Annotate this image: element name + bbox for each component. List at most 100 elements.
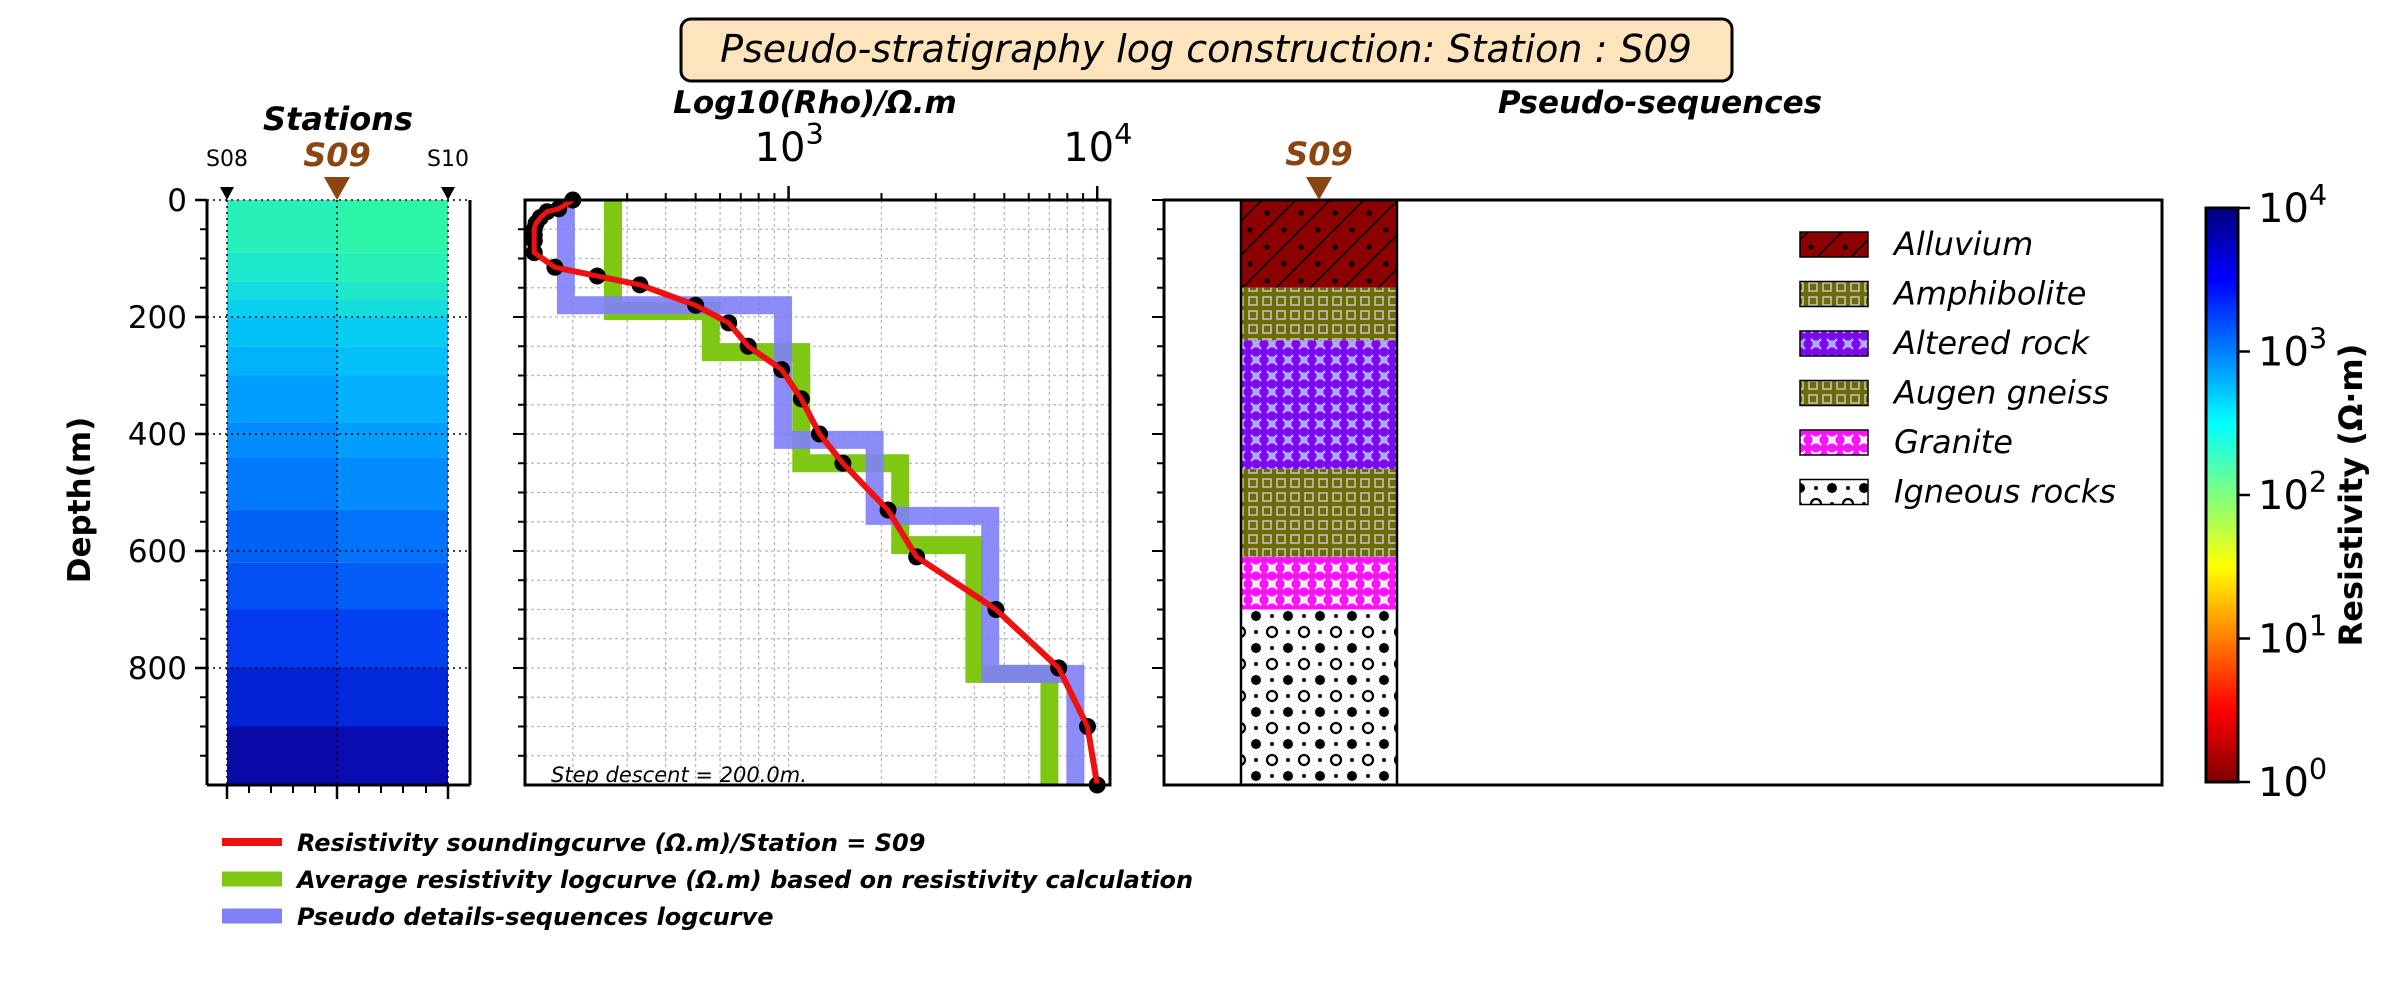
sequence-legend: Alluvium Amphibolite Altered rock Augen gne… <box>1799 225 2116 511</box>
sequence-station-label: S09 <box>1285 135 1353 173</box>
curves-frame <box>523 198 1112 787</box>
station-layer-right <box>337 457 448 511</box>
sequence-unit <box>1241 609 1397 785</box>
station-layer-left <box>227 668 337 727</box>
figure-title-text: Pseudo-stratigraphy log construction: St… <box>720 27 1692 71</box>
colorbar-tick-label: 101 <box>2258 609 2327 663</box>
curves-x-tick-label-base: 10 <box>755 125 806 171</box>
station-layer-left <box>227 252 337 282</box>
station-layer-right <box>337 252 448 282</box>
station-marker <box>441 187 455 200</box>
station-layers <box>207 199 470 785</box>
colorbar-tick-label: 102 <box>2258 465 2327 519</box>
legend-label: Amphibolite <box>1892 275 2086 313</box>
step-descent-annotation: Step descent = 200.0m. <box>551 763 807 787</box>
curves-x-tick-label: 103 <box>755 117 824 171</box>
stations-panel: Stations Depth(m) 0 200 400 600 800 S08 S09 S10 <box>62 100 472 799</box>
station-layer-left <box>227 457 337 511</box>
station-layer-right <box>337 346 448 376</box>
station-layer-right <box>337 299 448 317</box>
depth-tick-label: 0 <box>167 183 187 219</box>
sequence-station-marker <box>1306 177 1332 200</box>
depth-tick-label: 200 <box>128 300 187 336</box>
station-layer-right <box>337 375 448 423</box>
colorbar-tick-label-base: 10 <box>2258 330 2309 376</box>
legend-swatch <box>1799 379 1869 407</box>
legend-swatch <box>1799 330 1869 357</box>
station-layer-left <box>227 317 337 347</box>
colorbar-tick-label-base: 10 <box>2258 760 2309 806</box>
station-layer-left <box>227 200 337 253</box>
station-layer-left <box>227 562 337 610</box>
station-layer-left <box>227 281 337 300</box>
sequence-column <box>1239 198 1399 787</box>
station-label: S08 <box>206 147 248 172</box>
colorbar-gradient <box>2204 206 2240 784</box>
pseudo-sequences-title: Pseudo-sequences <box>1498 85 1822 121</box>
depth-tick-label: 600 <box>128 534 187 570</box>
colorbar-tick-label-exponent: 3 <box>2309 322 2327 356</box>
colorbar-tick-label: 100 <box>2258 752 2327 806</box>
colorbar-tick-label-exponent: 0 <box>2309 752 2327 786</box>
station-layer-right <box>337 422 448 458</box>
colorbar-tick-label: 104 <box>2258 178 2327 232</box>
station-layer-left <box>227 726 337 785</box>
station-axes: 0 200 400 600 800 S08 S09 S10 <box>128 136 472 799</box>
station-layer-right <box>337 562 448 610</box>
station-layer-left <box>227 375 337 423</box>
legend-label: Altered rock <box>1892 324 2091 362</box>
selected-station-label: S09 <box>303 136 371 174</box>
station-layer-right <box>337 281 448 300</box>
pseudo-sequences-logcurve <box>556 200 1085 785</box>
curves-x-tick-label-base: 10 <box>1063 125 1114 171</box>
stations-panel-title: Stations <box>263 100 413 138</box>
sequence-axes: S09 <box>1152 135 2164 787</box>
station-layer-right <box>337 609 448 668</box>
station-layer-left <box>227 609 337 668</box>
station-layer-left <box>227 422 337 458</box>
colorbar-tick-label-exponent: 2 <box>2309 465 2327 499</box>
pseudo-sequences-panel: Pseudo-sequences S09 Alluvium Amphibolite… <box>1152 85 2164 787</box>
colorbar-tick-label-base: 10 <box>2258 186 2309 232</box>
depth-tick-label: 400 <box>128 417 187 453</box>
curves-x-tick-label-exponent: 4 <box>1114 117 1132 151</box>
curves-legend: Resistivity soundingcurve (Ω.m)/Station … <box>222 829 1193 931</box>
legend-entry: Average resistivity logcurve (Ω.m) based… <box>295 866 1193 894</box>
station-layer-right <box>337 668 448 727</box>
station-layer-left <box>227 510 337 563</box>
log-curves-panel: Log10(Rho)/Ω.m 103 104 Step descent = 200… <box>513 85 1132 794</box>
colorbar-tick-label: 103 <box>2258 322 2327 376</box>
legend-entry: Resistivity soundingcurve (Ω.m)/Station … <box>297 829 925 857</box>
colorbar-tick-label-exponent: 4 <box>2309 178 2327 212</box>
curves-x-tick-label: 104 <box>1063 117 1132 171</box>
legend-label: Alluvium <box>1892 225 2033 263</box>
legend-entry: Pseudo details-sequences logcurve <box>297 903 774 931</box>
figure-title-box <box>679 17 1734 83</box>
selected-station-marker <box>324 177 350 200</box>
log-curves-axis-title: Log10(Rho)/Ω.m <box>673 85 957 121</box>
legend-swatch <box>1799 429 1869 456</box>
legend-label: Granite <box>1894 423 2013 461</box>
colorbar-tick-label-base: 10 <box>2258 617 2309 663</box>
station-marker <box>220 187 234 200</box>
station-label: S10 <box>427 147 469 172</box>
station-layer-right <box>337 317 448 347</box>
colorbar-tick-label-exponent: 1 <box>2309 609 2327 643</box>
station-layer-right <box>337 200 448 253</box>
legend-swatch <box>1799 280 1869 308</box>
station-layer-right <box>337 726 448 785</box>
legend-label: Igneous rocks <box>1894 473 2116 511</box>
legend-swatch <box>1799 231 1869 258</box>
colorbar-tick-label-base: 10 <box>2258 473 2309 519</box>
station-layer-left <box>227 299 337 317</box>
sequence-unit <box>1241 200 1397 288</box>
curves-x-tick-label-exponent: 3 <box>805 117 823 151</box>
depth-axis-label: Depth(m) <box>62 417 98 583</box>
depth-tick-label: 800 <box>128 651 187 687</box>
resistivity-sounding-curve-overlay <box>531 197 1100 786</box>
legend-swatch <box>1799 478 1869 506</box>
station-layer-right <box>337 510 448 563</box>
colorbar-label: Resistivity (Ω·m) <box>2332 344 2370 647</box>
